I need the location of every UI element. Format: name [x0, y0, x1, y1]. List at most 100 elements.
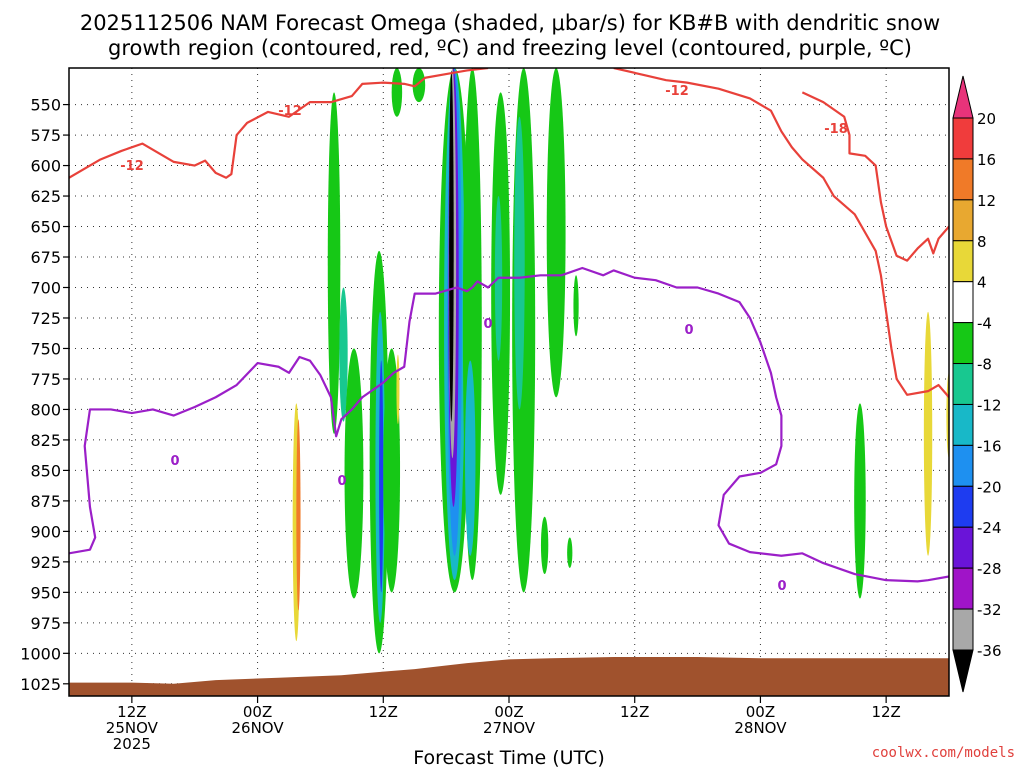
y-tick-label-800: 800 [30, 400, 61, 419]
contour-series-2 [801, 91, 949, 262]
omega-cell-ad [923, 311, 933, 556]
y-axis: 550 575 600 625 650 675 700 725 750 775 800 825 850 8… [20, 96, 69, 694]
contour-labels: -12 -12 -12 -18 0 0 0 0 0 [120, 84, 848, 594]
colorbar-label-12: -32 [977, 601, 1002, 619]
credit-text: coolwx.com/models [872, 745, 1015, 761]
x-tick-label-30-1: 12Z [369, 703, 398, 721]
label-red-18: -18 [824, 122, 848, 137]
label-red-12-a: -12 [278, 104, 302, 119]
colorbar-top-triangle [952, 75, 974, 119]
colorbar-label-6: -8 [977, 356, 992, 374]
colorbar-band-1 [952, 158, 974, 201]
y-tick-label-575: 575 [30, 126, 61, 145]
x-tick-label-18-2: 26NOV [232, 719, 285, 737]
x-tick-label-42-1: 00Z [494, 703, 523, 721]
x-axis-label: Forecast Time (UTC) [413, 747, 604, 768]
colorbar-band-2 [952, 199, 974, 242]
x-tick-label-66-2: 28NOV [734, 719, 787, 737]
colorbar-label-2: 12 [977, 192, 996, 210]
y-tick-label-1025: 1025 [20, 675, 61, 694]
omega-cell-aa [540, 516, 549, 575]
colorbar-band-5 [952, 322, 974, 365]
colorbar-label-8: -16 [977, 437, 1002, 455]
omega-cell-t [465, 360, 476, 556]
contour-series-1 [613, 68, 949, 398]
colorbar-label-1: 16 [977, 151, 996, 169]
omega-cell-k [391, 68, 403, 117]
contour-lines [69, 68, 949, 583]
colorbar-band-6 [952, 363, 974, 405]
chart-title-line1: 2025112506 NAM Forecast Omega (shaded, μ… [80, 11, 940, 35]
terrain-fill [69, 656, 949, 696]
y-tick-label-775: 775 [30, 370, 61, 389]
colorbar-label-4: 4 [977, 274, 987, 292]
contour-series-3 [69, 266, 949, 583]
y-tick-label-850: 850 [30, 461, 61, 480]
colorbar-label-13: -36 [977, 642, 1002, 660]
x-tick-label-78-1: 12Z [871, 703, 900, 721]
colorbar-label-3: 8 [977, 233, 987, 251]
omega-shading [292, 68, 949, 654]
colorbar-band-7 [952, 403, 974, 446]
y-tick-label-875: 875 [30, 492, 61, 511]
y-tick-label-550: 550 [30, 96, 61, 115]
y-tick-label-750: 750 [30, 339, 61, 358]
omega-cell-j [396, 354, 400, 425]
label-purple-0-c: 0 [483, 317, 492, 332]
omega-cell-c [327, 92, 341, 434]
colorbar-band-4 [952, 281, 974, 324]
y-tick-label-600: 600 [30, 157, 61, 176]
colorbar-band-8 [952, 444, 974, 487]
colorbar-band-10 [952, 526, 974, 569]
omega-cell-h [379, 360, 384, 593]
colorbar-band-12 [952, 608, 974, 651]
y-tick-label-625: 625 [30, 187, 61, 206]
x-tick-label-6-1: 12Z [117, 703, 146, 721]
colorbar-band-11 [952, 567, 974, 610]
y-tick-label-725: 725 [30, 309, 61, 328]
x-tick-label-6-3: 2025 [113, 735, 151, 753]
colorbar-label-0: 20 [977, 110, 996, 128]
colorbar-label-9: -20 [977, 478, 1002, 496]
omega-cell-d [339, 287, 348, 422]
y-tick-label-950: 950 [30, 583, 61, 602]
omega-cell-y [546, 68, 566, 398]
colorbar-bottom-triangle [952, 649, 974, 693]
label-red-12-b: -12 [120, 159, 144, 174]
colorbar: 20 16 12 8 4 -4 -8 -12 -16 -20 -24 -28 -32 -36 [952, 75, 1002, 693]
y-tick-label-900: 900 [30, 522, 61, 541]
colorbar-label-10: -24 [977, 519, 1002, 537]
omega-cell-e [344, 348, 364, 599]
y-tick-label-650: 650 [30, 218, 61, 237]
x-tick-label-66-1: 00Z [746, 703, 775, 721]
colorbar-label-7: -12 [977, 396, 1002, 414]
colorbar-band-9 [952, 485, 974, 528]
omega-cell-i [383, 348, 401, 593]
omega-cell-x [514, 116, 525, 410]
colorbar-band-0 [952, 117, 974, 160]
omega-cell-l [412, 68, 426, 103]
label-purple-0-b: 0 [337, 474, 346, 489]
label-purple-0-d: 0 [684, 323, 693, 338]
y-tick-label-1000: 1000 [20, 644, 61, 663]
terrain-ground [69, 656, 949, 696]
omega-cell-b [296, 419, 301, 611]
label-purple-0-e: 0 [777, 579, 786, 594]
omega-cell-r [449, 70, 454, 422]
x-tick-label-18-1: 00Z [243, 703, 272, 721]
label-purple-0-a: 0 [170, 454, 179, 469]
omega-cell-ab [567, 537, 573, 568]
y-tick-label-925: 925 [30, 553, 61, 572]
label-red-12-c: -12 [665, 84, 689, 99]
y-tick-label-825: 825 [30, 431, 61, 450]
chart-title-line2: growth region (contoured, red, ºC) and f… [108, 36, 912, 60]
omega-cell-z [573, 275, 579, 337]
colorbar-band-3 [952, 240, 974, 283]
y-tick-label-700: 700 [30, 278, 61, 297]
colorbar-label-5: -4 [977, 315, 992, 333]
omega-cell-ac [854, 403, 866, 599]
x-tick-label-42-2: 27NOV [483, 719, 536, 737]
x-tick-label-54-1: 12Z [620, 703, 649, 721]
